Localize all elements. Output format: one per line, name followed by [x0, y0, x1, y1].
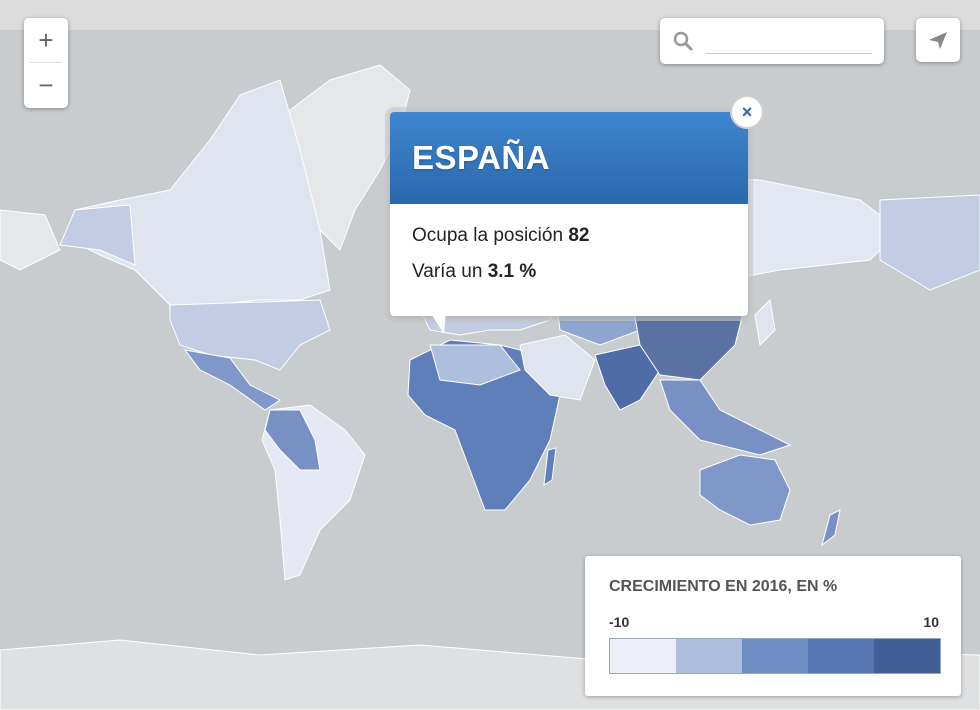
legend-title: CRECIMIENTO EN 2016, EN % — [609, 578, 838, 595]
popup-body: Ocupa la posición 82 Varía un 3.1 % — [390, 204, 748, 304]
legend-swatch — [676, 639, 742, 673]
canada-west-repeat — [0, 209, 61, 271]
zoom-control: + − — [24, 18, 68, 108]
legend-swatch — [742, 639, 808, 673]
rank-value: 82 — [568, 225, 590, 246]
rank-label: Ocupa la posición — [412, 225, 564, 246]
japan — [754, 298, 776, 347]
paper-plane-icon — [929, 32, 947, 49]
new-zealand — [821, 509, 841, 547]
russia-east-repeat — [879, 194, 980, 291]
middle-east — [519, 334, 596, 401]
change-value: 3.1 % — [487, 261, 537, 282]
rank-line: Ocupa la posición 82 — [412, 218, 726, 254]
country-popup: ESPAÑA Ocupa la posición 82 Varía un 3.1… — [390, 112, 748, 334]
search-icon — [673, 31, 693, 51]
popup-header: ESPAÑA — [390, 112, 748, 204]
legend-swatch — [808, 639, 874, 673]
canada — [69, 79, 331, 306]
zoom-divider — [30, 62, 62, 63]
mexico — [183, 349, 281, 411]
legend-max-label: 10 — [923, 614, 939, 630]
legend: CRECIMIENTO EN 2016, EN % -10 10 — [585, 556, 961, 696]
usa — [169, 299, 331, 371]
search-input[interactable] — [706, 28, 872, 54]
peru-colombia — [264, 409, 321, 471]
zoom-in-button[interactable]: + — [38, 24, 54, 55]
search-box — [660, 18, 884, 64]
change-line: Varía un 3.1 % — [412, 254, 726, 290]
africa — [407, 339, 561, 511]
change-label: Varía un — [412, 261, 483, 282]
legend-color-scale — [609, 638, 941, 674]
madagascar — [543, 447, 557, 486]
alaska — [59, 204, 136, 266]
australia — [699, 454, 791, 526]
southeast-asia — [659, 379, 792, 456]
locate-button[interactable] — [916, 18, 960, 62]
close-icon: × — [741, 101, 753, 122]
popup-pointer — [430, 312, 446, 334]
zoom-out-button[interactable]: − — [38, 69, 54, 100]
popup-country-name: ESPAÑA — [412, 139, 551, 176]
legend-swatch — [610, 639, 676, 673]
popup-close-button[interactable]: × — [732, 97, 762, 127]
africa-north — [429, 344, 521, 386]
legend-swatch — [874, 639, 940, 673]
legend-min-label: -10 — [609, 614, 630, 630]
